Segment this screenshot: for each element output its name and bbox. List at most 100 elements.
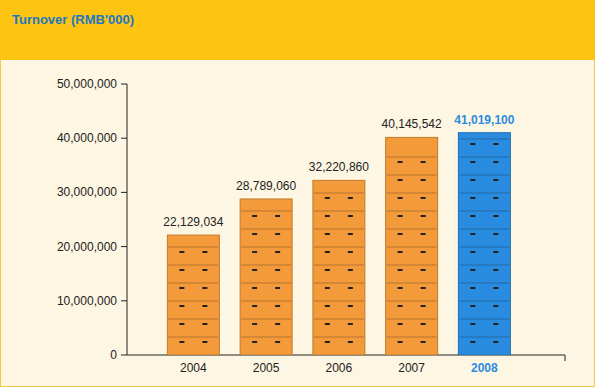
bar-dot [252, 269, 257, 271]
bar-dot [179, 323, 184, 325]
bars [167, 133, 510, 355]
bar-dot [325, 305, 330, 307]
frame [1, 1, 595, 387]
bar-stripe [314, 211, 364, 212]
bar-dot [325, 323, 330, 325]
bar-stripe [168, 319, 218, 320]
bar-dot [493, 161, 498, 163]
bar-stripe [168, 301, 218, 302]
bar-dot [325, 287, 330, 289]
bar-dot [348, 305, 353, 307]
bar-dot [398, 251, 403, 253]
x-tick-label: 2008 [471, 361, 498, 375]
bar [167, 235, 219, 355]
bar-dot [398, 197, 403, 199]
bar-stripe [459, 247, 509, 248]
bar-dot [275, 269, 280, 271]
bar-stripe [387, 229, 437, 230]
bar-dot [421, 251, 426, 253]
bar-stripe [241, 337, 291, 338]
data-label: 22,129,034 [163, 215, 223, 229]
bar-dot [252, 305, 257, 307]
bar-stripe [387, 301, 437, 302]
bar-dot [493, 143, 498, 145]
bar-dot [470, 287, 475, 289]
bar-dot [202, 251, 207, 253]
y-tick [121, 84, 127, 85]
bar-dot [202, 287, 207, 289]
bar-stripe [459, 337, 509, 338]
bar-dot [470, 143, 475, 145]
bar-stripe [241, 211, 291, 212]
bar-dot [252, 287, 257, 289]
y-tick-label: 30,000,000 [57, 185, 117, 199]
bar-dot [398, 269, 403, 271]
y-tick-label: 10,000,000 [57, 294, 117, 308]
y-tick-label: 0 [110, 348, 117, 362]
bar-dot [493, 287, 498, 289]
bar-dot [398, 179, 403, 181]
y-tick [121, 300, 127, 301]
bar-dot [275, 323, 280, 325]
y-tick-label: 20,000,000 [57, 240, 117, 254]
bar-dot [348, 287, 353, 289]
bar-dot [325, 215, 330, 217]
bar [313, 180, 365, 355]
bar-dot [325, 197, 330, 199]
data-label: 32,220,860 [309, 160, 369, 174]
bar-dot [421, 215, 426, 217]
y-tick [121, 192, 127, 193]
bar-dot [470, 341, 475, 343]
x-tick-label: 2006 [326, 361, 353, 375]
bar-dot [398, 161, 403, 163]
bar-dot [275, 251, 280, 253]
y-tick [121, 355, 127, 356]
bar-dot [493, 251, 498, 253]
bar-dot [179, 341, 184, 343]
bar [240, 199, 292, 355]
x-tick-label: 2007 [398, 361, 425, 375]
bar-dot [275, 305, 280, 307]
bar-dot [398, 287, 403, 289]
x-axis-end-tick [565, 355, 566, 361]
bar-stripe [459, 211, 509, 212]
bar-stripe [168, 283, 218, 284]
bar-stripe [241, 301, 291, 302]
bar-stripe [459, 175, 509, 176]
bar-dot [421, 161, 426, 163]
bar-dot [348, 197, 353, 199]
bar-stripe [168, 337, 218, 338]
bar-stripe [387, 319, 437, 320]
bar-stripe [241, 283, 291, 284]
bar-stripe [459, 319, 509, 320]
bar-stripe [168, 247, 218, 248]
bar-dot [493, 179, 498, 181]
bar-stripe [314, 283, 364, 284]
bar-dot [179, 269, 184, 271]
bar-stripe [241, 319, 291, 320]
bar-dot [470, 161, 475, 163]
data-label: 28,789,060 [236, 179, 296, 193]
bar-stripe [314, 265, 364, 266]
bar-dot [470, 197, 475, 199]
y-axis [127, 84, 128, 355]
bar-dot [421, 341, 426, 343]
bar-dot [493, 305, 498, 307]
bar-stripe [387, 283, 437, 284]
bar-dot [252, 323, 257, 325]
bar-dot [325, 251, 330, 253]
bar-dot [325, 269, 330, 271]
bar-dot [398, 215, 403, 217]
bar-dot [179, 251, 184, 253]
bar-dot [470, 269, 475, 271]
bar-dot [202, 323, 207, 325]
bar-stripe [314, 193, 364, 194]
header-band [0, 0, 595, 60]
bar-stripe [387, 175, 437, 176]
bar-stripe [459, 265, 509, 266]
bar-dot [252, 233, 257, 235]
y-tick [121, 246, 127, 247]
bar-dot [493, 323, 498, 325]
bar [386, 137, 438, 355]
bar-dot [202, 305, 207, 307]
